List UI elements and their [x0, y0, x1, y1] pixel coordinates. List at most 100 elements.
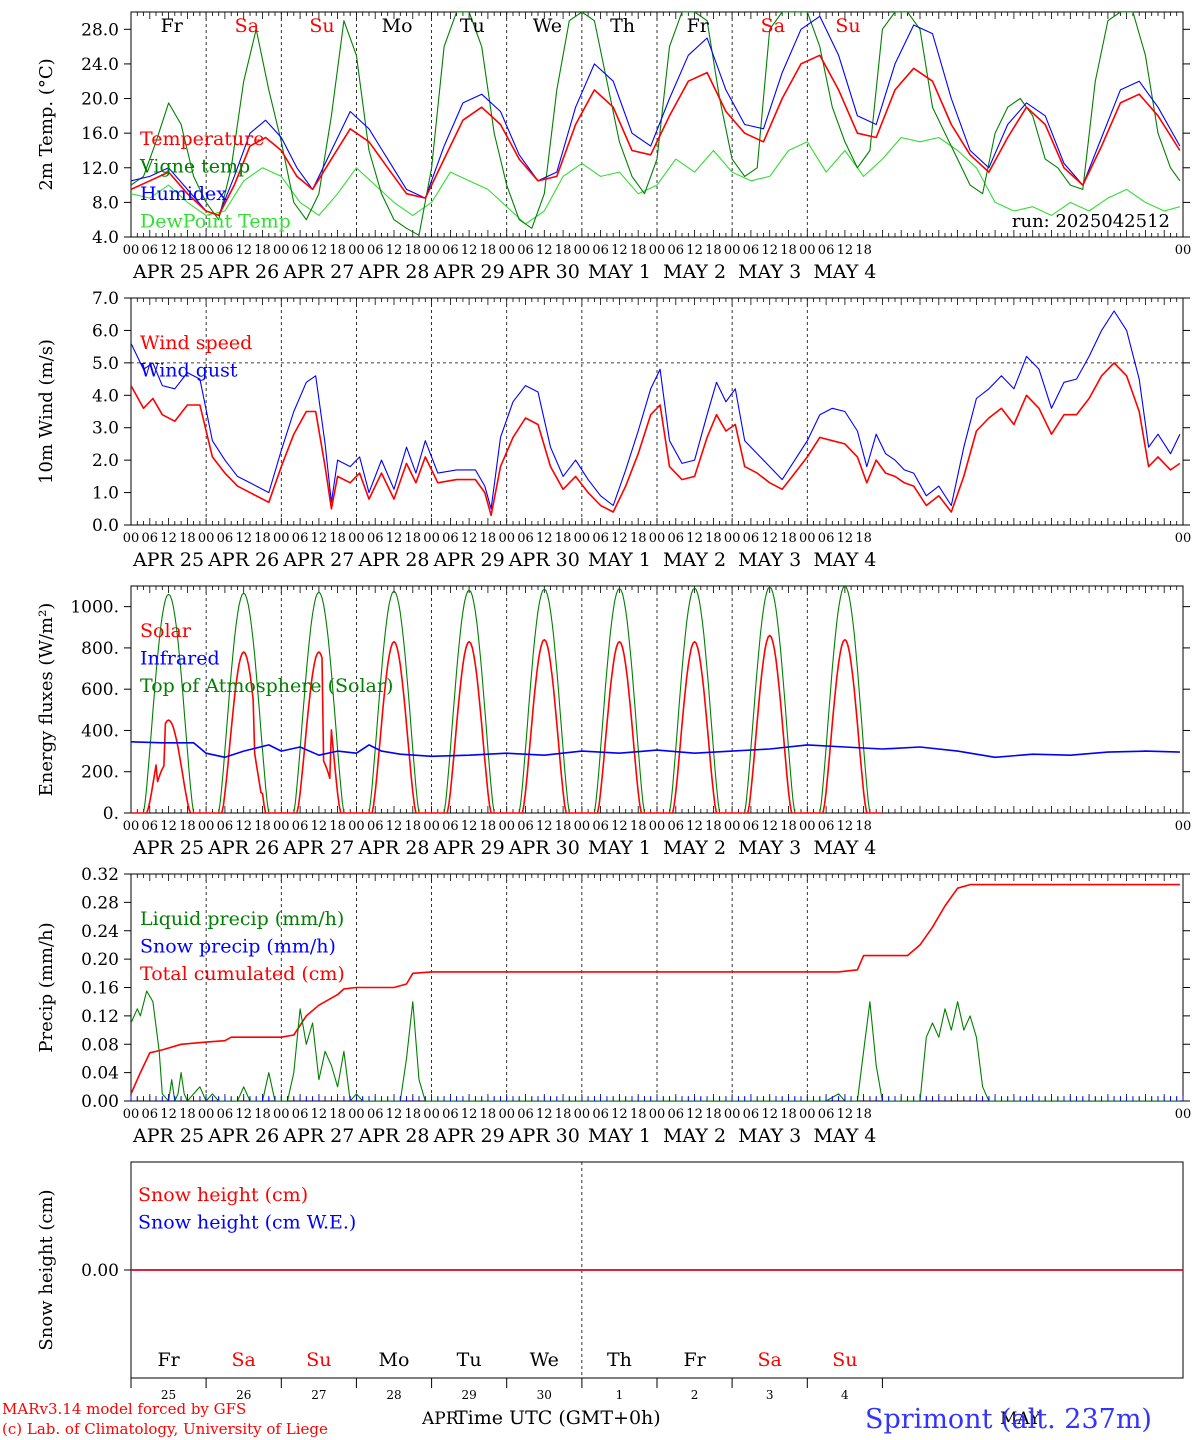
- hour-label: 00: [123, 1107, 140, 1122]
- date-label: APR 28: [357, 837, 429, 859]
- hour-label: 12: [837, 819, 854, 834]
- hour-label: 06: [142, 819, 159, 834]
- hour-label: 00: [423, 243, 440, 258]
- hour-label: 12: [160, 1107, 177, 1122]
- day-separators: [205, 586, 808, 813]
- hour-label: 00: [574, 531, 591, 546]
- date-label: MAY 3: [738, 549, 801, 571]
- hour-label: 06: [217, 243, 234, 258]
- series-liquid-precip-mm-h-: [131, 990, 1180, 1101]
- day-number: 2: [691, 1388, 699, 1402]
- panel-energy: 0.200.400.600.800.1000.00 06 12 18 00 06 12 18 0…: [36, 585, 1192, 859]
- weekday-label: Fr: [687, 15, 710, 37]
- day-separators: [205, 874, 808, 1101]
- legend-entry: Top of Atmosphere (Solar): [140, 675, 393, 697]
- hour-tick-path: [130, 298, 1184, 525]
- hour-label: 06: [743, 819, 760, 834]
- hour-label: 12: [536, 531, 553, 546]
- series-toa-solar: [356, 590, 432, 813]
- series-wind-speed: [131, 362, 1181, 517]
- date-label: MAY 3: [738, 837, 801, 859]
- hour-label: 18: [780, 243, 797, 258]
- hour-label: 18: [855, 243, 872, 258]
- day-number: 1: [616, 1388, 624, 1402]
- day-number: 4: [841, 1388, 849, 1402]
- hour-label: 12: [611, 243, 628, 258]
- hour-label: 00: [348, 1107, 365, 1122]
- legend-entry: DewPoint Temp: [140, 211, 291, 233]
- y-axis-title: Precip (mm/h): [36, 922, 57, 1052]
- hour-label: 06: [217, 531, 234, 546]
- weekday-label: Fr: [161, 15, 184, 37]
- hour-label: 00: [123, 819, 140, 834]
- hour-label: 12: [686, 243, 703, 258]
- series-toa-solar: [281, 591, 357, 813]
- hour-ticks: [130, 586, 1184, 813]
- hour-label: 12: [160, 819, 177, 834]
- hour-label: 06: [292, 1107, 309, 1122]
- y-tick-label: 0.04: [81, 1064, 119, 1084]
- date-label: APR 26: [207, 837, 279, 859]
- day-number: 3: [766, 1388, 774, 1402]
- date-label: MAY 1: [588, 261, 651, 283]
- weekday-label: Tu: [460, 15, 485, 37]
- run-label: run: 2025042512: [1012, 211, 1170, 232]
- plot-frame: [130, 11, 1184, 238]
- hour-label: 00: [724, 1107, 741, 1122]
- legend-entry: Liquid precip (mm/h): [140, 908, 344, 930]
- date-label: APR 28: [357, 261, 429, 283]
- y-tick-label: 24.0: [81, 55, 119, 75]
- hour-labels: 00 06 12 18 00 06 12 18 00 06 12 18 00 06 12 18 00 06 12 18…: [123, 819, 1192, 834]
- hour-label: 12: [160, 243, 177, 258]
- hour-label: 12: [761, 531, 778, 546]
- hour-label: 18: [705, 819, 722, 834]
- day-separators: [205, 298, 808, 525]
- y-tick-label: 0.16: [81, 979, 119, 999]
- date-labels: APR 25 APR 26 APR 27 APR 28 APR 29 APR 30 MAY …: [132, 261, 876, 283]
- hour-label: 18: [780, 1107, 797, 1122]
- weekday-label: Su: [835, 15, 860, 37]
- y-tick-label: 7.0: [92, 289, 119, 309]
- hour-label: 18: [630, 243, 647, 258]
- hour-label: 12: [160, 531, 177, 546]
- hour-tick-path: [130, 586, 1184, 813]
- legend: Wind speed Wind gust: [140, 332, 252, 382]
- series-toa-solar: [657, 587, 733, 813]
- y-tick-label: 2.0: [92, 451, 119, 471]
- hour-label: 12: [461, 1107, 478, 1122]
- series-solar: [431, 640, 507, 813]
- date-label: APR 29: [433, 261, 505, 283]
- hour-label: 12: [461, 531, 478, 546]
- y-tick-label: 0.32: [81, 865, 119, 885]
- hour-label: 18: [855, 531, 872, 546]
- date-label: APR 26: [207, 261, 279, 283]
- hour-label: 18: [630, 1107, 647, 1122]
- series-solar: [281, 651, 357, 813]
- day-number: 26: [236, 1388, 251, 1402]
- hour-label: 00: [348, 531, 365, 546]
- legend: Snow height (cm) Snow height (cm W.E.): [138, 1184, 356, 1234]
- hour-label: 00: [423, 1107, 440, 1122]
- hour-label: 12: [461, 819, 478, 834]
- hour-label: 12: [611, 531, 628, 546]
- y-tick-label: 6.0: [92, 321, 119, 341]
- date-label: APR 27: [282, 261, 354, 283]
- y-tick-label: 4.0: [92, 386, 119, 406]
- footer: MARv3.14 model forced by GFS (c) Lab. of…: [2, 1400, 1152, 1438]
- panels-layer: 4.08.012.016.020.024.028.000 06 12 18 00 06 12…: [36, 11, 1192, 1402]
- day-number: 25: [161, 1388, 176, 1402]
- hour-label: 00: [649, 243, 666, 258]
- series-solar: [206, 651, 282, 813]
- hour-label: 06: [442, 1107, 459, 1122]
- x-axis-title: Time UTC (GMT+0h): [455, 1407, 661, 1429]
- date-label: APR 30: [508, 549, 580, 571]
- date-label: APR 27: [282, 1125, 354, 1147]
- series-solar: [732, 634, 808, 813]
- y-tick-label: 5.0: [92, 354, 119, 374]
- day-number: 28: [386, 1388, 401, 1402]
- hour-label: 12: [761, 1107, 778, 1122]
- hour-label: 18: [179, 243, 196, 258]
- series-snow-precip: [130, 1096, 1184, 1101]
- hour-label: 18: [480, 819, 497, 834]
- date-label: MAY 4: [813, 261, 876, 283]
